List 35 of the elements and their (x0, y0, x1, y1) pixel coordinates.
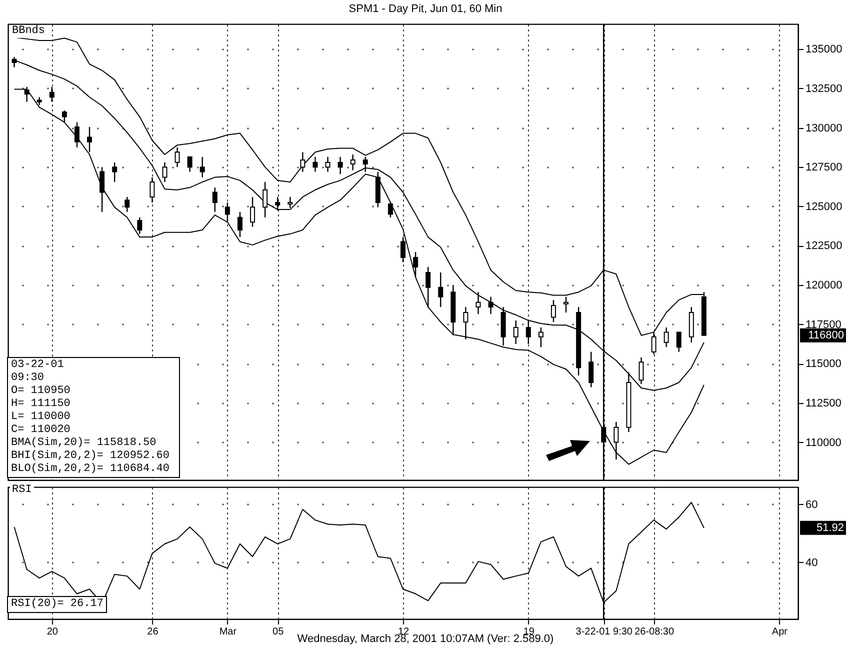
y-tick-label: 120000 (806, 280, 842, 292)
annotation: BBnds (10, 25, 48, 38)
annotation: BMA(Sim,20)= 115818.50 (11, 437, 158, 450)
x-tick-label: 3-22-01 9:30 (576, 626, 633, 638)
y-tick-label: 125000 (806, 200, 842, 213)
y-tick-label: 115000 (806, 358, 842, 370)
x-tick-label: Apr (772, 626, 788, 638)
annotation: BLO(Sim,20,2)= 110684.40 (11, 463, 170, 476)
x-tick-label: 26 (147, 626, 159, 638)
y-tick-label: 112500 (806, 397, 842, 410)
chart-title: SPM1 - Day Pit, Jun 01, 60 Min (348, 3, 504, 16)
annotation: O= 110950 (11, 385, 72, 398)
annotation: RSI(20)= 26.17 (11, 598, 104, 611)
text: 116800 (808, 329, 844, 342)
annotation: C= 110020 (11, 424, 72, 437)
y-tick-label: 110000 (806, 436, 842, 449)
x-tick-label: 20 (46, 626, 58, 638)
annotation: L= 110000 (11, 411, 72, 424)
x-tick-label: 05 (272, 626, 284, 638)
y-tick-label: 127500 (806, 162, 842, 174)
x-tick-label: Mar (219, 626, 238, 638)
annotation: 03-22-01 (11, 359, 65, 372)
y-tick-label: 117500 (806, 318, 842, 331)
y-tick-label: 122500 (806, 240, 842, 252)
y-tick-label: 40 (806, 556, 818, 569)
annotation: H= 111150 (11, 398, 72, 411)
x-tick-label: 26-08:30 (634, 626, 674, 638)
annotation: BHI(Sim,20,2)= 120952.60 (11, 450, 170, 463)
y-tick-label: 60 (806, 498, 818, 511)
annotation: 09:30 (11, 372, 46, 385)
text: 51.92 (816, 522, 844, 534)
y-tick-label: 130000 (806, 122, 842, 134)
y-tick-label: 135000 (806, 44, 842, 56)
y-tick-label: 132500 (806, 82, 842, 95)
annotation: RSI (10, 484, 34, 497)
